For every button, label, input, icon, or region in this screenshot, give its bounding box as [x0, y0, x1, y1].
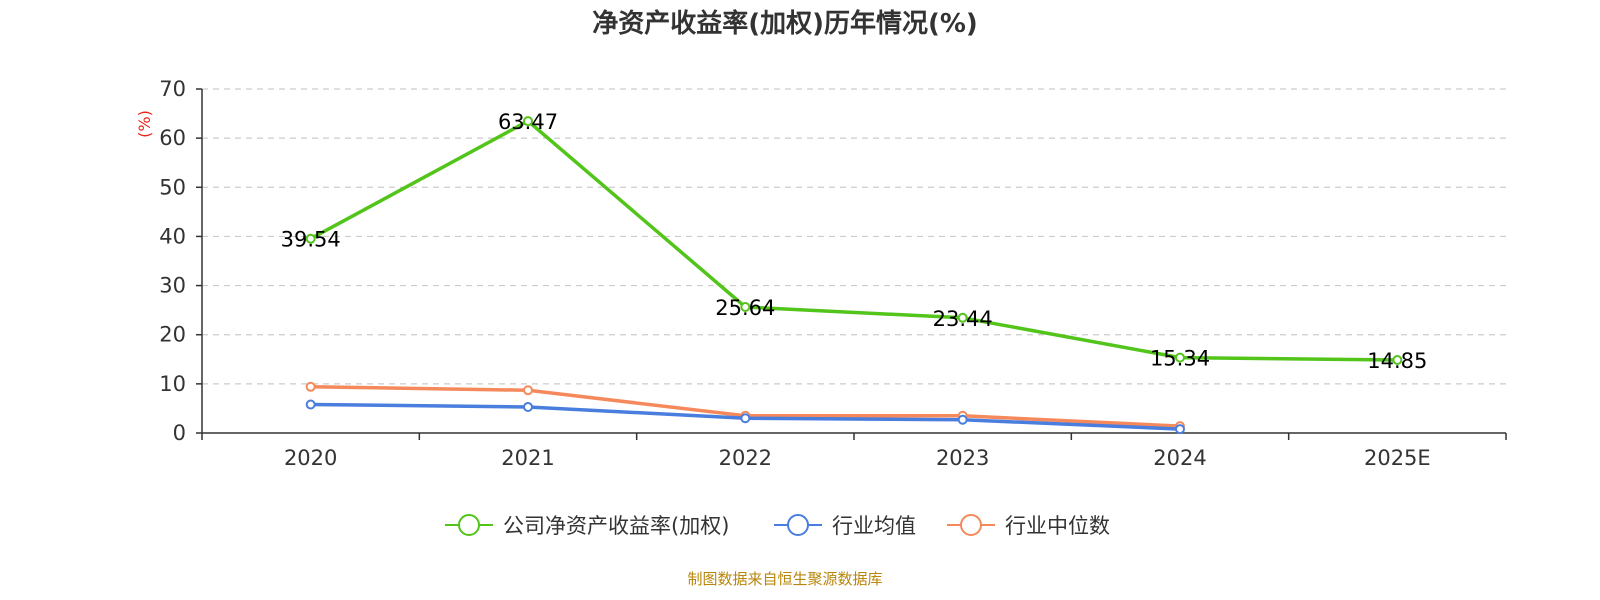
source-note: 制图数据来自恒生聚源数据库: [687, 570, 882, 588]
data-label: 15.34: [1150, 347, 1210, 371]
y-tick-label: 50: [159, 175, 186, 199]
y-tick-label: 0: [173, 421, 186, 445]
data-label: 25.64: [715, 296, 775, 320]
data-point: [523, 116, 533, 127]
x-tick-label: 2022: [719, 446, 772, 470]
data-point: [1175, 424, 1185, 435]
series-1: [305, 399, 1185, 435]
legend-swatch-circle: [458, 514, 480, 536]
legend-item[interactable]: 行业均值: [774, 514, 916, 538]
data-point: [305, 233, 316, 244]
axes: [196, 88, 1507, 440]
data-label: 63.47: [498, 110, 558, 134]
legend-swatch-circle: [787, 514, 809, 536]
x-tick-label: 2023: [936, 446, 989, 470]
y-tick-labels: 0 10 20 30 40 50 60 70: [159, 77, 186, 445]
x-tick-labels: 2020 2021 2022 2023 2024 2025E: [284, 446, 1431, 470]
legend-label: 公司净资产收益率(加权): [503, 514, 729, 538]
data-point: [957, 414, 968, 425]
legend-label: 行业均值: [832, 514, 916, 538]
data-label: 39.54: [281, 228, 341, 252]
y-tick-label: 30: [159, 274, 186, 298]
x-tick-label: 2021: [501, 446, 554, 470]
legend-label: 行业中位数: [1005, 514, 1110, 538]
data-point: [740, 413, 751, 424]
data-point: [523, 385, 533, 396]
legend[interactable]: 公司净资产收益率(加权) 行业均值 行业中位数: [445, 514, 1110, 538]
data-point: [305, 399, 316, 410]
data-point: [1175, 352, 1185, 363]
data-point: [1392, 355, 1403, 366]
legend-item[interactable]: 行业中位数: [947, 514, 1110, 538]
y-tick-label: 70: [159, 77, 186, 101]
data-point: [305, 381, 316, 392]
data-point: [957, 312, 968, 323]
data-labels: 39.54 63.47 25.64 23.44 15.34 14.85: [281, 110, 1428, 373]
y-axis-label: (%): [135, 110, 154, 138]
series-line: [309, 119, 1398, 362]
data-point: [740, 301, 751, 312]
series-0: [305, 116, 1403, 366]
legend-swatch-circle: [960, 514, 982, 536]
data-label: 14.85: [1367, 349, 1427, 373]
y-tick-label: 60: [159, 126, 186, 150]
legend-item[interactable]: 公司净资产收益率(加权): [445, 514, 729, 538]
gridlines: [202, 88, 1506, 385]
x-tick-label: 2020: [284, 446, 337, 470]
y-tick-label: 20: [159, 323, 186, 347]
data-label: 23.44: [933, 307, 993, 331]
chart-title: 净资产收益率(加权)历年情况(%): [592, 8, 978, 39]
series-lines: [305, 116, 1403, 435]
x-tick-label: 2025E: [1364, 446, 1431, 470]
y-tick-label: 40: [159, 224, 186, 248]
x-tick-label: 2024: [1153, 446, 1206, 470]
data-point: [523, 401, 533, 412]
y-tick-label: 10: [159, 372, 186, 396]
